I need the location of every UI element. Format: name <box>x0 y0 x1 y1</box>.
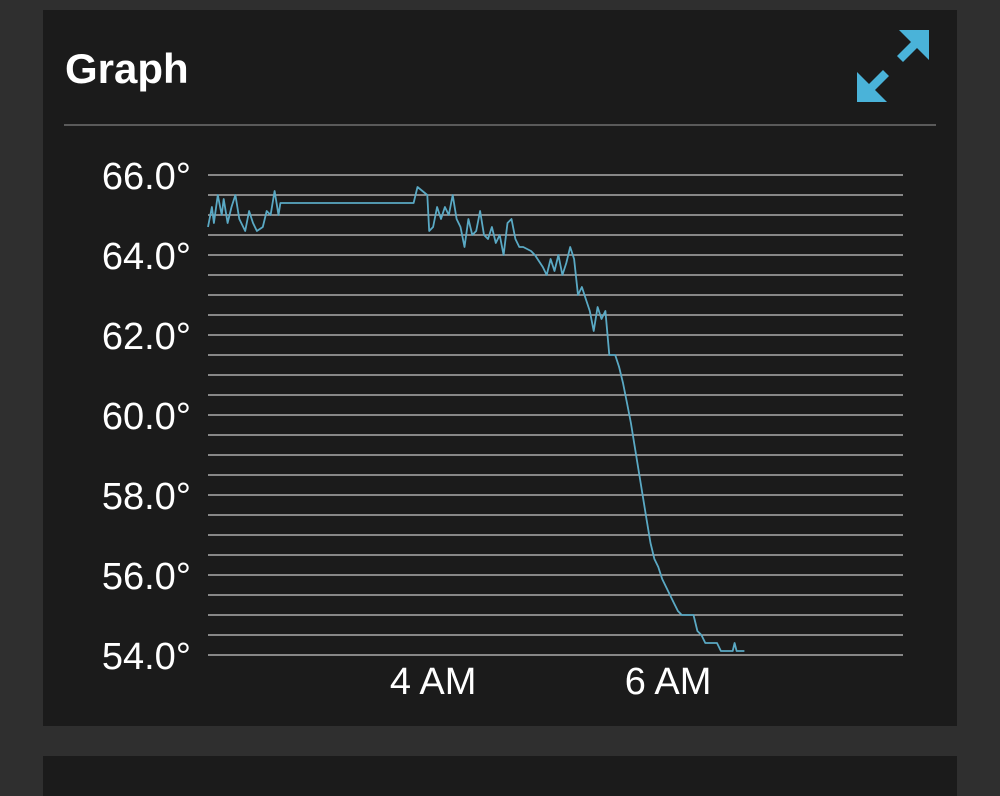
y-tick-label: 60.0° <box>102 396 191 438</box>
header-divider <box>64 124 936 126</box>
expand-button[interactable] <box>851 24 935 108</box>
expand-arrows-icon <box>857 30 929 102</box>
y-tick-label: 58.0° <box>102 476 191 518</box>
panel-title: Graph <box>65 45 189 92</box>
x-tick-label: 4 AM <box>390 661 477 703</box>
y-tick-label: 56.0° <box>102 556 191 598</box>
temperature-line-chart: 54.0° 56.0° 58.0° 60.0° 62.0° 64.0° 66.0° 4 AM 6… <box>102 156 903 703</box>
series-line <box>207 186 745 652</box>
y-tick-label: 62.0° <box>102 316 191 358</box>
graph-panel: Graph 54.0° 56.0° 58.0° 60.0° 62.0° 64.0° 66.0… <box>43 10 957 726</box>
next-panel <box>43 756 957 796</box>
y-tick-label: 54.0° <box>102 636 191 678</box>
y-tick-label: 64.0° <box>102 236 191 278</box>
x-tick-label: 6 AM <box>625 661 712 703</box>
y-tick-label: 66.0° <box>102 156 191 198</box>
